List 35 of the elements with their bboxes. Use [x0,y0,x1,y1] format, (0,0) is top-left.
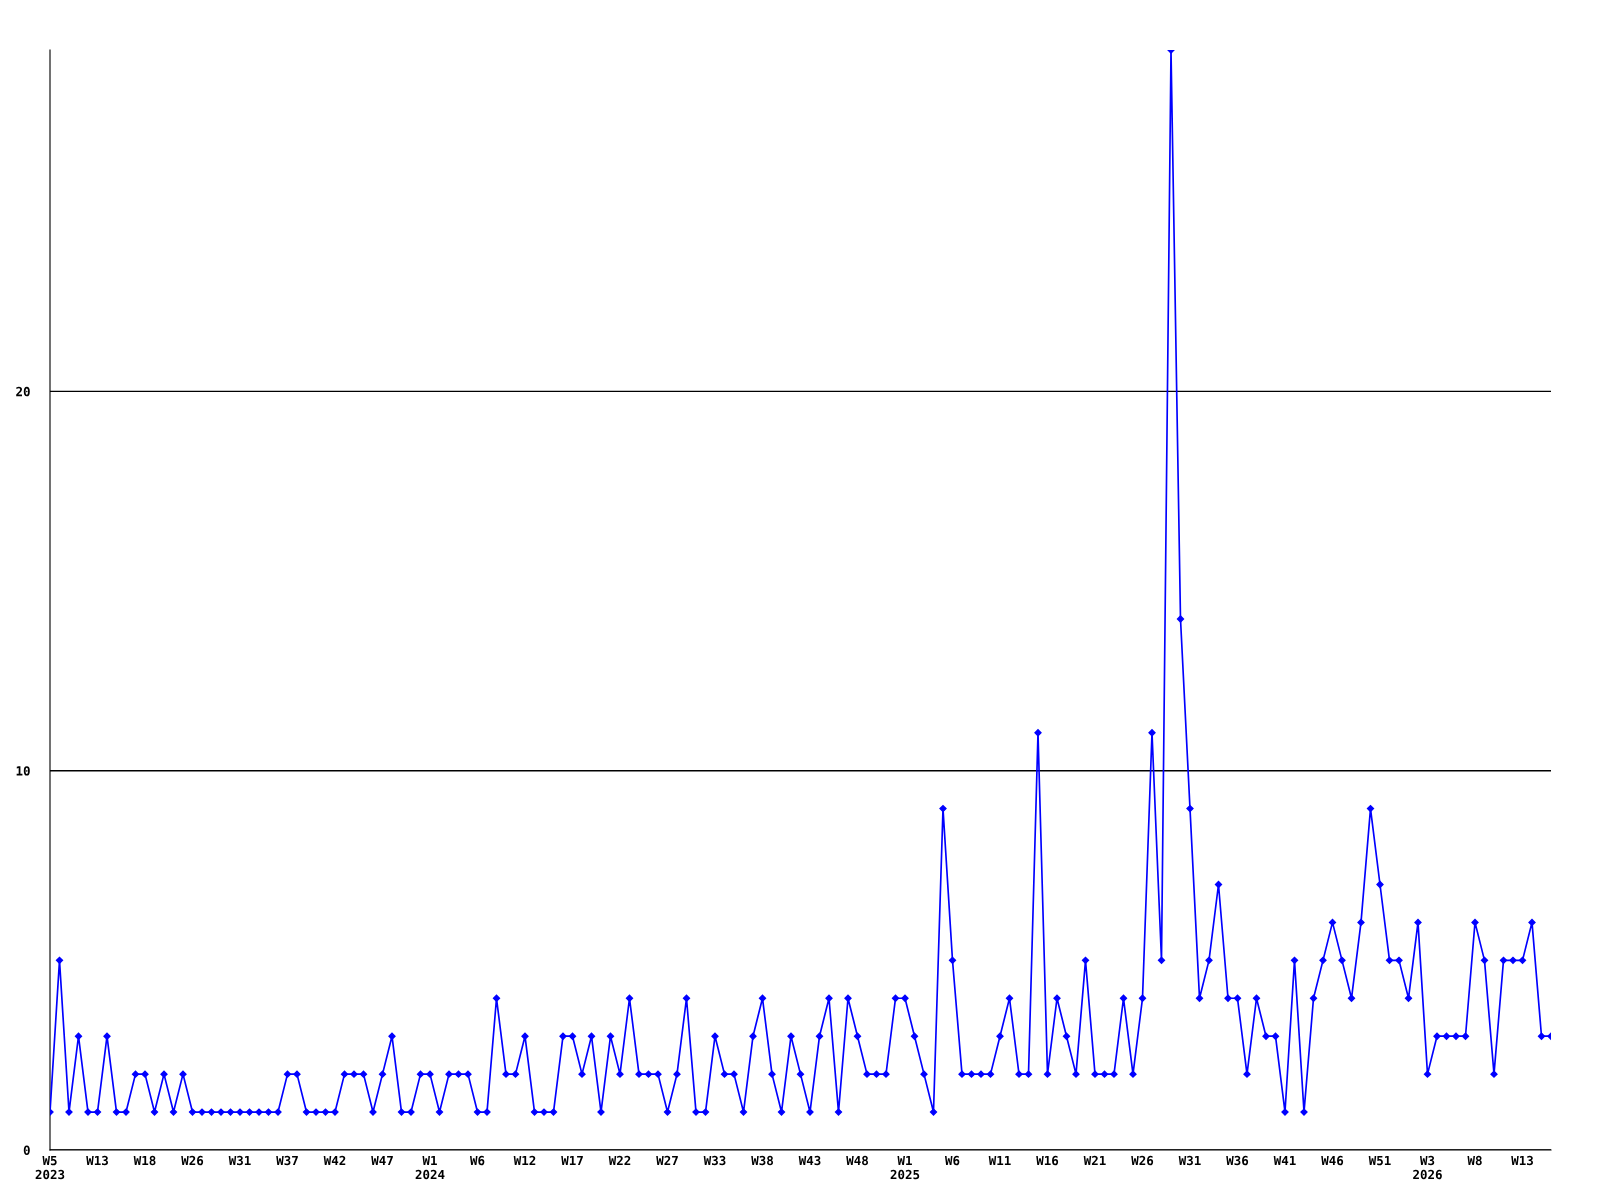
x-tick-label: W33 [703,1155,726,1166]
x-tick-label: W6 [469,1155,485,1166]
x-tick-label: W42 [323,1155,346,1166]
x-tick-label: W5 2023 [35,1155,65,1180]
x-tick-label: W31 [1178,1155,1201,1166]
x-tick-label: W17 [561,1155,583,1166]
x-tick-label: W27 [656,1155,678,1166]
y-tick-label: 20 [16,386,30,397]
x-tick-label: W18 [133,1155,156,1166]
x-tick-label: W12 [513,1155,536,1166]
x-tick-label: W1 2024 [415,1155,445,1180]
x-tick-label: W47 [371,1155,393,1166]
x-tick-label: W16 [1036,1155,1059,1166]
x-tick-label: W48 [846,1155,868,1166]
x-tick-label: W46 [1321,1155,1344,1166]
x-tick-label: W38 [751,1155,773,1166]
x-tick-label: W22 [608,1155,631,1166]
y-tick-label: 0 [23,1145,30,1155]
x-tick-label: W21 [1083,1155,1106,1166]
x-tick-label: W6 [944,1155,960,1166]
y-tick-label: 10 [16,766,30,776]
x-tick-label: W43 [798,1155,821,1166]
x-tick-label: W51 [1368,1155,1391,1166]
x-tick-label: W3 2026 [1413,1155,1442,1180]
x-tick-label: W37 [276,1155,298,1166]
x-tick-label: W13 [86,1155,108,1166]
x-tick-label: W13 [1511,1155,1533,1166]
x-tick-label: W1 2025 [890,1155,920,1180]
x-tick-label: W26 [181,1155,204,1166]
x-tick-label: W36 [1226,1155,1249,1166]
x-tick-label: W31 [228,1155,251,1166]
x-tick-label: W26 [1131,1155,1154,1166]
x-tick-label: W11 [988,1155,1011,1166]
x-tick-label: W8 [1467,1155,1482,1166]
x-tick-label: W41 [1273,1155,1296,1166]
